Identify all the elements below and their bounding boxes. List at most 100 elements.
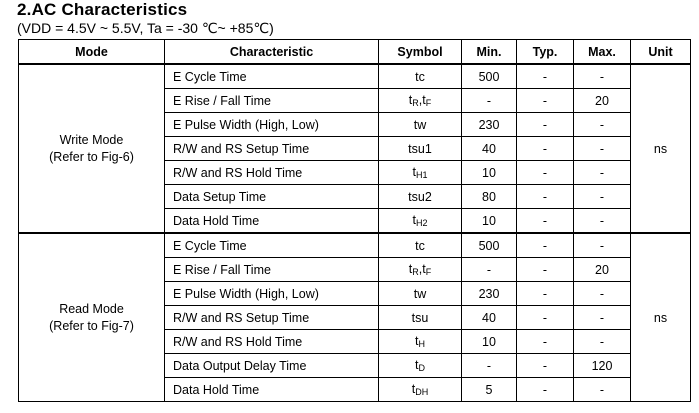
table-row: E Pulse Width (High, Low) tw 230 - - [19,281,691,306]
symbol-subscript: H [418,339,425,349]
max-cell: 20 [573,88,631,113]
operating-conditions: (VDD = 4.5V ~ 5.5V, Ta = -30 ℃~ +85℃) [17,20,274,36]
max-cell: - [573,329,631,354]
column-header-mode: Mode [18,39,165,65]
min-cell: 500 [461,232,517,258]
max-cell: - [573,281,631,306]
min-cell: 40 [461,305,517,330]
symbol-cell: tc [378,63,462,89]
symbol-cell: tsu1 [378,136,462,161]
mode-cell-write: Write Mode (Refer to Fig-6) [18,63,165,234]
typ-cell: - [516,377,574,402]
characteristic-cell: E Rise / Fall Time [164,88,379,113]
symbol-cell: tH [378,329,462,354]
max-cell: - [573,112,631,137]
characteristic-cell: Data Setup Time [164,184,379,209]
symbol-base: t [408,262,413,276]
table-row: Data Hold Time tDH 5 - - [19,377,691,402]
characteristic-cell: E Pulse Width (High, Low) [164,281,379,306]
symbol-cell: tR,tF [378,257,462,282]
min-cell: 10 [461,208,517,234]
mode-cell-read: Read Mode (Refer to Fig-7) [18,232,165,402]
symbol-base: t [412,213,416,227]
column-header-min: Min. [461,39,517,65]
table-row: R/W and RS Hold Time tH 10 - - [19,329,691,354]
symbol-subscript: H2 [415,218,428,228]
column-header-symbol: Symbol [378,39,462,65]
mode-label: Write Mode [59,132,124,147]
symbol-cell: tw [378,281,462,306]
column-header-characteristic: Characteristic [164,39,379,65]
table-row: E Pulse Width (High, Low) tw 230 - - [19,112,691,137]
characteristic-cell: R/W and RS Hold Time [164,329,379,354]
symbol-cell: tH2 [378,208,462,234]
column-header-max: Max. [573,39,631,65]
min-cell: - [461,353,517,378]
typ-cell: - [516,257,574,282]
max-cell: - [573,208,631,234]
table-row: Write Mode (Refer to Fig-6) E Cycle Time… [18,63,691,234]
table-row: Data Output Delay Time tD - - 120 [19,353,691,378]
characteristic-cell: E Pulse Width (High, Low) [164,112,379,137]
max-cell: - [573,184,631,209]
symbol-separator: ,t [418,262,426,276]
symbol-separator: ,t [418,93,426,107]
characteristic-cell: E Rise / Fall Time [164,257,379,282]
symbol-base: t [408,93,413,107]
typ-cell: - [516,63,574,89]
characteristic-cell: E Cycle Time [164,232,379,258]
symbol-subscript: F [425,98,432,108]
unit-cell-read: ns [630,232,691,402]
max-cell: - [573,63,631,89]
min-cell: 230 [461,112,517,137]
typ-cell: - [516,112,574,137]
column-header-typ: Typ. [516,39,574,65]
symbol-cell: tR,tF [378,88,462,113]
typ-cell: - [516,329,574,354]
characteristic-cell: R/W and RS Hold Time [164,160,379,185]
symbol-cell: tH1 [378,160,462,185]
symbol-cell: tsu2 [378,184,462,209]
symbol-subscript: F [425,267,432,277]
typ-cell: - [516,88,574,113]
typ-cell: - [516,232,574,258]
column-header-unit: Unit [630,39,691,65]
typ-cell: - [516,208,574,234]
max-cell: 120 [573,353,631,378]
symbol-cell: tw [378,112,462,137]
mode-label: Read Mode [59,301,124,316]
min-cell: 40 [461,136,517,161]
symbol-base: t [411,382,416,396]
unit-cell-write: ns [630,63,691,234]
table-row: Data Setup Time tsu2 80 - - [19,184,691,209]
symbol-base: t [412,165,416,179]
mode-reference: (Refer to Fig-6) [49,149,134,164]
typ-cell: - [516,353,574,378]
typ-cell: - [516,305,574,330]
section-title: 2.AC Characteristics [17,0,188,19]
symbol-subscript: R [412,98,419,108]
table-row: E Rise / Fall Time tR,tF - - 20 [19,257,691,282]
symbol-cell: tDH [378,377,462,402]
symbol-subscript: DH [415,387,429,397]
table-row: R/W and RS Hold Time tH1 10 - - [19,160,691,185]
typ-cell: - [516,281,574,306]
min-cell: - [461,88,517,113]
max-cell: - [573,160,631,185]
header-row: Mode Characteristic Symbol Min. Typ. Max… [18,39,691,65]
characteristic-cell: R/W and RS Setup Time [164,305,379,330]
min-cell: 500 [461,63,517,89]
symbol-subscript: H1 [415,170,428,180]
characteristic-cell: Data Hold Time [164,377,379,402]
mode-reference: (Refer to Fig-7) [49,318,134,333]
symbol-base: t [415,334,419,348]
min-cell: 10 [461,160,517,185]
min-cell: 5 [461,377,517,402]
characteristic-cell: E Cycle Time [164,63,379,89]
characteristic-cell: R/W and RS Setup Time [164,136,379,161]
max-cell: - [573,232,631,258]
typ-cell: - [516,160,574,185]
symbol-subscript: R [412,267,419,277]
max-cell: - [573,305,631,330]
symbol-subscript: D [418,363,425,373]
